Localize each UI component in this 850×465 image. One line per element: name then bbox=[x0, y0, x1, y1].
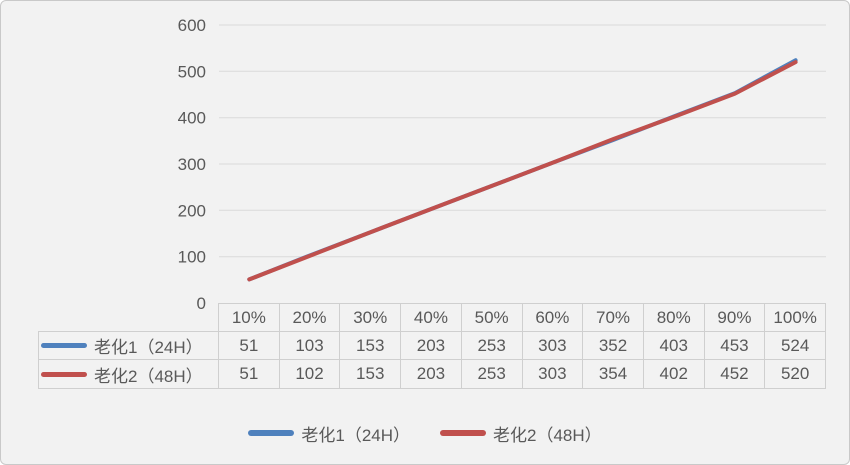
legend-item: 老化2（48H） bbox=[440, 421, 602, 446]
x-axis-category-header: 80% bbox=[643, 303, 705, 332]
series-key-line-icon bbox=[41, 371, 87, 377]
table-value-cell: 354 bbox=[583, 360, 644, 389]
legend-label: 老化1（24H） bbox=[301, 425, 410, 445]
x-axis-category-header: 90% bbox=[704, 303, 766, 332]
y-axis-tick-label: 0 bbox=[197, 294, 206, 313]
table-value-cell: 253 bbox=[461, 360, 523, 389]
series-line-2 bbox=[247, 60, 798, 282]
table-value-cell: 453 bbox=[704, 332, 766, 360]
chart-legend: 老化1（24H） 老化2（48H） bbox=[1, 420, 849, 446]
table-value-cell: 153 bbox=[340, 332, 402, 360]
legend-item: 老化1（24H） bbox=[248, 421, 410, 446]
table-value-cell: 102 bbox=[279, 360, 341, 389]
y-axis-tick-label: 100 bbox=[178, 248, 206, 267]
y-axis-tick-label: 500 bbox=[178, 62, 206, 81]
table-value-cell: 352 bbox=[583, 332, 644, 360]
table-value-cell: 524 bbox=[765, 332, 826, 360]
y-axis-tick-label: 400 bbox=[178, 109, 206, 128]
table-value-cell: 51 bbox=[219, 360, 280, 389]
x-axis-category-header: 50% bbox=[461, 303, 523, 332]
x-axis-category-header: 70% bbox=[583, 303, 644, 332]
x-axis-category-header: 60% bbox=[522, 303, 584, 332]
table-value-cell: 51 bbox=[219, 332, 280, 360]
y-axis-tick-label: 600 bbox=[178, 16, 206, 35]
table-value-cell: 303 bbox=[522, 332, 584, 360]
table-value-cell: 203 bbox=[401, 332, 462, 360]
table-value-cell: 520 bbox=[765, 360, 826, 389]
series-name: 老化1（24H） bbox=[94, 338, 203, 357]
series-row-label: 老化1（24H） bbox=[38, 332, 219, 360]
x-axis-category-header: 40% bbox=[401, 303, 462, 332]
x-axis-category-header: 100% bbox=[765, 303, 826, 332]
table-value-cell: 403 bbox=[643, 332, 705, 360]
legend-label: 老化2（48H） bbox=[493, 425, 602, 445]
table-corner-cell bbox=[38, 303, 219, 332]
table-value-cell: 452 bbox=[704, 360, 766, 389]
x-axis-category-header: 10% bbox=[219, 303, 280, 332]
legend-key-line-icon bbox=[248, 430, 295, 436]
series-name: 老化2（48H） bbox=[94, 366, 203, 386]
series-key-line-icon bbox=[41, 343, 87, 348]
legend-key-line-icon bbox=[440, 430, 486, 436]
table-value-cell: 253 bbox=[461, 332, 523, 360]
series-row-label: 老化2（48H） bbox=[38, 360, 219, 389]
table-value-cell: 203 bbox=[401, 360, 462, 389]
x-axis-category-header: 20% bbox=[279, 303, 341, 332]
table-value-cell: 303 bbox=[522, 360, 584, 389]
x-axis-category-header: 30% bbox=[340, 303, 402, 332]
table-value-cell: 103 bbox=[279, 332, 341, 360]
y-axis-tick-label: 300 bbox=[178, 155, 206, 174]
table-value-cell: 153 bbox=[340, 360, 402, 389]
table-value-cell: 402 bbox=[643, 360, 705, 389]
data-table: 10% 20% 30% 40% 50% 60% 70% 80% 90% 100% 老化1（24H） 5… bbox=[38, 303, 826, 389]
y-axis-tick-label: 200 bbox=[178, 201, 206, 220]
